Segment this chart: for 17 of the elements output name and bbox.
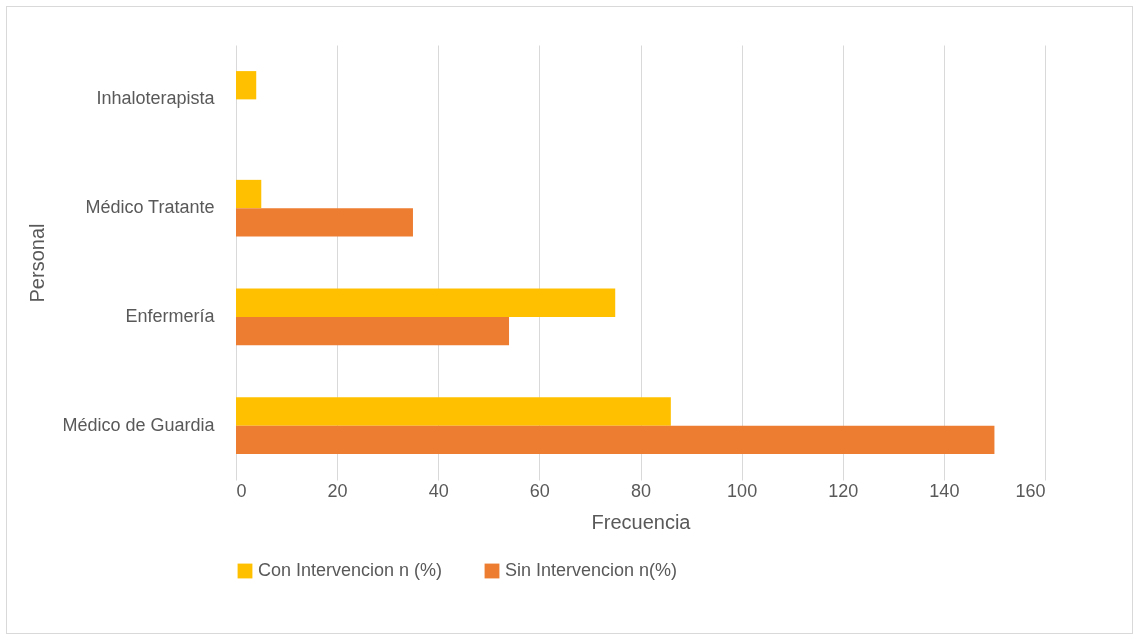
x-tick-label: 20 [327,480,348,501]
y-tick-label: Médico de Guardia [62,414,216,435]
y-tick-label: Médico Tratante [85,197,215,218]
x-tick-label: 0 [236,480,247,501]
x-tick-label: 120 [828,480,859,501]
x-tick-label: 100 [727,480,758,501]
y-tick-label: Enfermería [125,305,216,326]
x-tick-label: 140 [929,480,960,501]
x-tick-label: 80 [630,480,652,501]
y-axis-title: Personal [26,223,49,303]
y-tick-label: Inhaloterapista [96,88,216,109]
x-tick-label: 40 [428,480,449,501]
legend-label: Con Intervencion n (%) [258,560,443,580]
x-tick-label: 160 [1015,480,1046,501]
x-axis-title: Frecuencia [591,510,692,533]
legend-label: Sin Intervencion n(%) [505,560,678,580]
x-tick-label: 60 [529,480,550,501]
